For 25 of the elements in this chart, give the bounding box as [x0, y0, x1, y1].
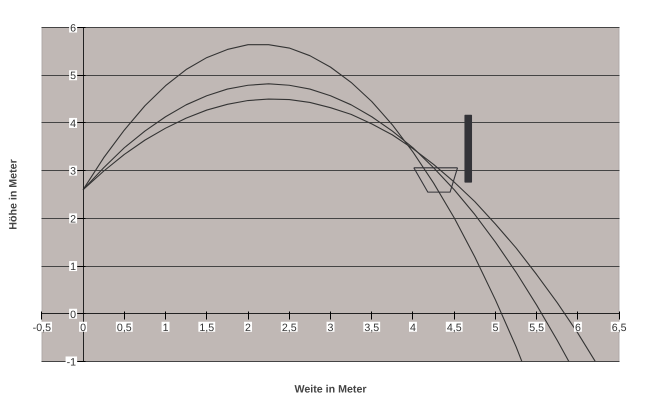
y-tick-label: 1: [70, 261, 76, 274]
x-tick-label: 0: [80, 322, 86, 334]
x-tick-label: 4: [410, 322, 416, 334]
y-axis-title: Höhe in Meter: [8, 159, 20, 230]
y-tick-label: 5: [70, 70, 76, 82]
x-tick-label: 2: [245, 322, 252, 334]
x-tick-label: 4,5: [446, 322, 462, 334]
y-tick-label: 3: [70, 166, 76, 178]
y-tick-label: 6: [70, 22, 76, 35]
y-tick-label: 4: [70, 118, 76, 130]
x-tick-label: 3,5: [364, 322, 380, 334]
x-tick-label: -0,5: [32, 322, 52, 334]
x-tick-label: 3: [328, 322, 334, 334]
y-tick-label: 0: [70, 308, 76, 321]
x-tick-label: 5: [492, 322, 498, 334]
x-tick-label: 1,5: [199, 322, 214, 334]
y-tick-label: -1: [66, 356, 76, 368]
x-axis-title: Weite in Meter: [294, 384, 367, 396]
x-tick-label: 6,5: [612, 322, 627, 334]
x-tick-label: 1: [162, 322, 169, 334]
x-tick-label: 0,5: [116, 322, 132, 334]
x-tick-label: 2,5: [282, 322, 297, 334]
x-tick-label: 6: [574, 322, 581, 334]
x-tick-label: 5,5: [529, 322, 544, 334]
y-tick-label: 2: [70, 213, 76, 226]
